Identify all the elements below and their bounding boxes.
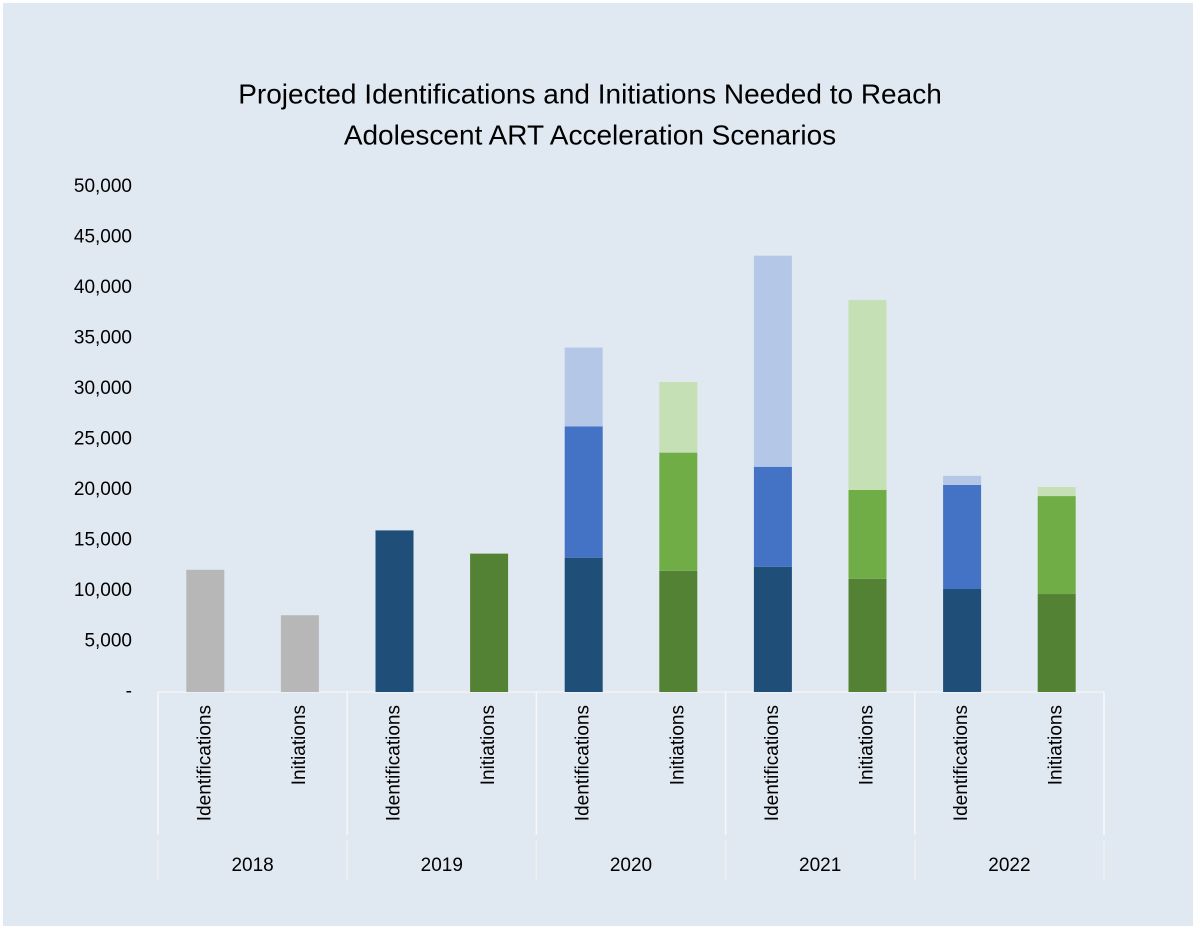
y-tick-label: - [126, 681, 132, 702]
bar-segment [564, 347, 603, 427]
bar-segment [753, 466, 792, 567]
x-tick-label: Identifications [194, 705, 215, 821]
bar-segment [470, 553, 509, 692]
bar-segment [280, 615, 319, 692]
group-label: 2018 [231, 855, 273, 876]
bar-segment [1037, 486, 1076, 497]
group-label: 2019 [421, 855, 463, 876]
y-tick-label: 20,000 [74, 479, 132, 500]
y-tick-label: 15,000 [74, 530, 132, 551]
bar-segment [1037, 594, 1076, 692]
bar-segment [753, 255, 792, 467]
bar-segment [848, 300, 887, 490]
bar-segment [753, 566, 792, 692]
y-tick-label: 35,000 [74, 328, 132, 349]
y-tick-label: 50,000 [74, 176, 132, 197]
bar-segment [564, 557, 603, 692]
x-tick-label: Identifications [384, 705, 405, 821]
bar-segment [659, 381, 698, 453]
x-tick-label: Initiations [1046, 705, 1067, 785]
bar-segment [375, 530, 414, 692]
x-tick-label: Identifications [573, 705, 594, 821]
x-tick-label: Initiations [857, 705, 878, 785]
group-label: 2022 [988, 855, 1030, 876]
bar-segment [943, 475, 982, 485]
bar-segment [943, 588, 982, 692]
x-tick-label: Identifications [951, 705, 972, 821]
bar-segment [848, 578, 887, 692]
bar-segment [943, 484, 982, 589]
bar-segment [659, 452, 698, 571]
y-tick-label: 25,000 [74, 429, 132, 450]
x-tick-label: Initiations [478, 705, 499, 785]
bar-segment [1037, 496, 1076, 595]
y-tick-label: 30,000 [74, 378, 132, 399]
x-tick-label: Initiations [289, 705, 310, 785]
bar-segment [659, 570, 698, 692]
bar-segment [186, 569, 225, 692]
group-label: 2020 [610, 855, 652, 876]
y-tick-label: 45,000 [74, 227, 132, 248]
chart-title: Projected Identifications and Initiation… [238, 78, 942, 109]
group-label: 2021 [799, 855, 841, 876]
bar-segment [564, 426, 603, 558]
x-tick-label: Initiations [667, 705, 688, 785]
y-tick-label: 5,000 [84, 631, 132, 652]
x-tick-label: Identifications [762, 705, 783, 821]
y-tick-label: 40,000 [74, 277, 132, 298]
chart-title: Adolescent ART Acceleration Scenarios [344, 119, 836, 150]
bar-segment [848, 490, 887, 579]
y-tick-label: 10,000 [74, 580, 132, 601]
